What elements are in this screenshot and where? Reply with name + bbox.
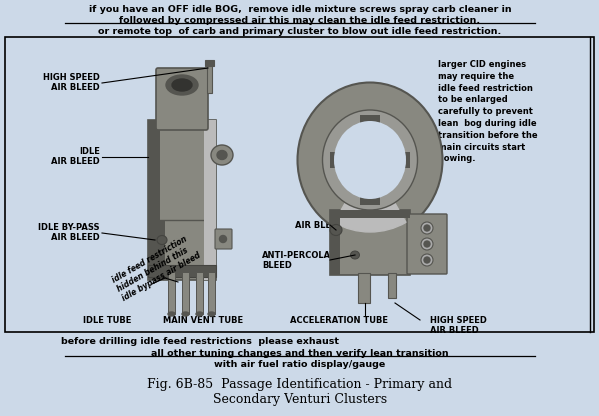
Text: AIR BLEED: AIR BLEED (430, 326, 479, 335)
FancyBboxPatch shape (358, 273, 370, 303)
Circle shape (421, 222, 433, 234)
Text: ACCELERATION TUBE: ACCELERATION TUBE (290, 316, 388, 325)
Ellipse shape (219, 235, 226, 243)
Ellipse shape (217, 151, 227, 159)
FancyBboxPatch shape (330, 152, 410, 168)
FancyBboxPatch shape (182, 272, 189, 314)
FancyBboxPatch shape (330, 210, 410, 275)
Text: Fig. 6B-85  Passage Identification - Primary and: Fig. 6B-85 Passage Identification - Prim… (147, 378, 453, 391)
FancyBboxPatch shape (168, 272, 175, 314)
Ellipse shape (182, 312, 189, 316)
Text: before drilling idle feed restrictions  please exhaust: before drilling idle feed restrictions p… (61, 337, 339, 346)
FancyBboxPatch shape (148, 120, 160, 280)
Ellipse shape (157, 235, 167, 245)
FancyBboxPatch shape (388, 273, 396, 298)
Ellipse shape (172, 79, 192, 91)
Ellipse shape (330, 225, 342, 235)
Text: AIR BLEED: AIR BLEED (52, 84, 100, 92)
Text: or remote top  of carb and primary cluster to blow out idle feed restriction.: or remote top of carb and primary cluste… (98, 27, 501, 36)
Text: IDLE TUBE: IDLE TUBE (83, 316, 131, 325)
FancyBboxPatch shape (155, 220, 210, 275)
FancyBboxPatch shape (156, 68, 208, 130)
Circle shape (421, 254, 433, 266)
FancyBboxPatch shape (215, 229, 232, 249)
Ellipse shape (168, 312, 175, 316)
Text: MAIN VENT TUBE: MAIN VENT TUBE (163, 316, 243, 325)
Ellipse shape (208, 312, 215, 316)
Circle shape (421, 238, 433, 250)
FancyBboxPatch shape (207, 63, 212, 93)
Ellipse shape (298, 82, 443, 238)
Wedge shape (334, 160, 406, 232)
FancyBboxPatch shape (148, 120, 216, 280)
FancyBboxPatch shape (407, 214, 447, 274)
Ellipse shape (211, 145, 233, 165)
FancyBboxPatch shape (204, 120, 216, 280)
Text: Secondary Venturi Clusters: Secondary Venturi Clusters (213, 393, 387, 406)
Ellipse shape (334, 121, 406, 199)
Text: HIGH SPEED: HIGH SPEED (43, 74, 100, 82)
Text: if you have an OFF idle BOG,  remove idle mixture screws spray carb cleaner in: if you have an OFF idle BOG, remove idle… (89, 5, 512, 14)
Text: AIR BLEED: AIR BLEED (52, 158, 100, 166)
Text: with air fuel ratio display/gauge: with air fuel ratio display/gauge (214, 360, 386, 369)
Text: all other tuning changes and then verify lean transition: all other tuning changes and then verify… (151, 349, 449, 358)
FancyBboxPatch shape (360, 115, 380, 205)
Text: BLEED: BLEED (262, 260, 292, 270)
FancyBboxPatch shape (155, 220, 165, 275)
FancyBboxPatch shape (205, 60, 214, 66)
Circle shape (424, 241, 430, 247)
Text: IDLE BY-PASS: IDLE BY-PASS (38, 223, 100, 233)
Text: IDLE: IDLE (79, 148, 100, 156)
FancyBboxPatch shape (148, 265, 216, 277)
Text: AIR BLEED: AIR BLEED (52, 233, 100, 243)
Circle shape (424, 225, 430, 231)
Text: idle feed restriction
hidden behind this
idle bypass air bleed: idle feed restriction hidden behind this… (110, 233, 202, 303)
FancyBboxPatch shape (208, 272, 215, 314)
Text: ANTI-PERCOLATOR: ANTI-PERCOLATOR (262, 250, 350, 260)
FancyBboxPatch shape (330, 210, 410, 218)
FancyBboxPatch shape (330, 210, 340, 275)
Text: HIGH SPEED: HIGH SPEED (430, 316, 487, 325)
Ellipse shape (166, 75, 198, 95)
Text: larger CID engines
may require the
idle feed restriction
to be enlarged
carefull: larger CID engines may require the idle … (438, 60, 538, 163)
Ellipse shape (322, 110, 418, 210)
Circle shape (424, 257, 430, 263)
Ellipse shape (196, 312, 203, 316)
Ellipse shape (350, 251, 359, 259)
FancyBboxPatch shape (196, 272, 203, 314)
Text: AIR BLEED: AIR BLEED (295, 220, 344, 230)
Text: followed by compressed air this may clean the idle feed restriction.: followed by compressed air this may clea… (119, 16, 480, 25)
